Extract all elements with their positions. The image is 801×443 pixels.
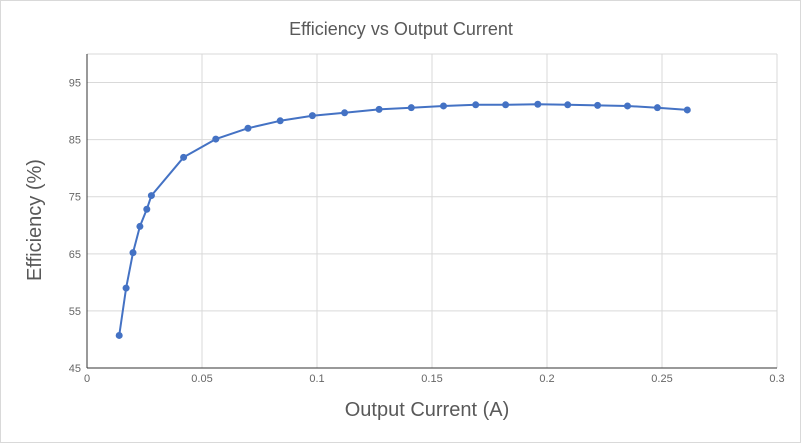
x-tick-label: 0.05	[191, 373, 212, 385]
data-point	[341, 109, 349, 117]
chart-title: Efficiency vs Output Current	[289, 19, 513, 39]
x-tick-label: 0.1	[309, 373, 324, 385]
data-point	[594, 101, 602, 109]
x-tick-label: 0.15	[421, 373, 442, 385]
x-tick-label: 0	[84, 373, 90, 385]
axes	[86, 54, 777, 369]
data-point	[653, 104, 661, 112]
series-layer	[115, 100, 691, 339]
data-point	[122, 284, 130, 292]
efficiency-series-line	[118, 103, 688, 336]
x-tick-label: 0.25	[651, 373, 672, 385]
y-axis-label: Efficiency (%)	[24, 159, 46, 281]
y-tick-label: 65	[69, 249, 81, 261]
data-point	[683, 106, 691, 114]
data-point	[244, 124, 252, 132]
data-point	[624, 102, 631, 110]
data-point	[534, 100, 542, 108]
data-point	[180, 153, 188, 161]
data-point	[564, 101, 572, 109]
data-point	[502, 101, 510, 109]
data-point	[129, 249, 137, 257]
tick-labels: 45 55 65 75 85 95 0 0.05 0.1 0.15 0.2 0.25 0.3	[69, 78, 785, 385]
data-point	[276, 117, 284, 125]
y-tick-label: 95	[69, 78, 81, 90]
data-point	[143, 205, 151, 213]
data-point	[440, 102, 447, 110]
data-point	[212, 135, 220, 143]
data-point	[472, 101, 480, 109]
data-point	[147, 192, 155, 200]
x-tick-label: 0.3	[769, 373, 784, 385]
y-tick-label: 85	[69, 135, 81, 147]
data-point	[375, 105, 383, 113]
x-tick-label: 0.2	[539, 373, 554, 385]
data-point	[136, 222, 144, 230]
y-tick-label: 45	[69, 363, 81, 375]
data-point	[308, 112, 316, 120]
y-tick-label: 55	[69, 306, 81, 318]
data-point	[407, 104, 415, 112]
grid-lines	[87, 53, 778, 368]
data-point	[115, 331, 123, 339]
y-tick-label: 75	[69, 192, 81, 204]
x-axis-label: Output Current (A)	[345, 399, 510, 421]
